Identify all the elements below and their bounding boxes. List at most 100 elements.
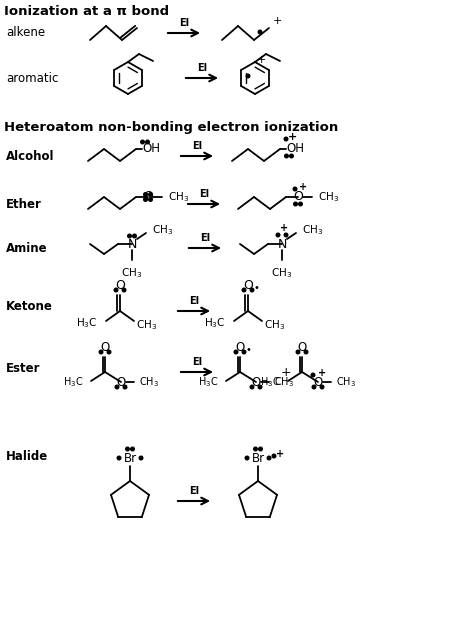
Text: H$_3$C: H$_3$C: [259, 375, 280, 389]
Text: H$_3$C: H$_3$C: [197, 375, 218, 389]
Text: CH$_3$: CH$_3$: [335, 375, 355, 389]
Circle shape: [122, 288, 125, 292]
Text: O: O: [235, 341, 244, 354]
Text: Br: Br: [251, 452, 264, 464]
Text: EI: EI: [189, 296, 199, 306]
Circle shape: [128, 234, 131, 238]
Text: Ether: Ether: [6, 198, 42, 211]
Circle shape: [311, 373, 314, 377]
Circle shape: [140, 140, 144, 144]
Circle shape: [139, 456, 142, 460]
Text: aromatic: aromatic: [6, 71, 58, 85]
Circle shape: [292, 187, 296, 191]
Text: CH$_3$: CH$_3$: [271, 266, 292, 280]
Text: H$_3$C: H$_3$C: [76, 316, 98, 330]
Text: CH$_3$: CH$_3$: [317, 190, 338, 204]
Circle shape: [257, 385, 261, 389]
Text: O: O: [116, 375, 125, 389]
Text: OH: OH: [285, 143, 303, 155]
Text: O: O: [292, 191, 302, 204]
Circle shape: [303, 350, 307, 354]
Text: EI: EI: [198, 189, 208, 199]
Text: •: •: [252, 283, 258, 293]
Circle shape: [319, 385, 323, 389]
Circle shape: [245, 456, 248, 460]
Circle shape: [148, 192, 152, 196]
Text: CH$_3$: CH$_3$: [151, 223, 173, 237]
Text: N: N: [127, 237, 136, 251]
Circle shape: [132, 234, 136, 238]
Circle shape: [284, 137, 287, 141]
Circle shape: [148, 198, 152, 201]
Circle shape: [267, 456, 270, 460]
Circle shape: [298, 202, 302, 206]
Circle shape: [250, 288, 253, 292]
Text: N: N: [277, 237, 286, 251]
Text: O: O: [143, 191, 152, 204]
Text: EI: EI: [196, 63, 207, 73]
Circle shape: [123, 385, 127, 389]
Text: O: O: [313, 375, 322, 389]
Text: Heteroatom non-bonding electron ionization: Heteroatom non-bonding electron ionizati…: [4, 121, 337, 134]
Text: O: O: [251, 375, 260, 389]
Text: O: O: [297, 341, 306, 354]
Text: alkene: alkene: [6, 27, 45, 40]
Text: Ketone: Ketone: [6, 300, 53, 312]
Circle shape: [275, 233, 279, 237]
Text: H$_3$C: H$_3$C: [62, 375, 83, 389]
Circle shape: [258, 447, 262, 451]
Text: +: +: [256, 55, 265, 65]
Text: EI: EI: [200, 233, 210, 243]
Circle shape: [114, 288, 118, 292]
Text: CH$_3$: CH$_3$: [168, 190, 189, 204]
Circle shape: [99, 350, 102, 354]
Circle shape: [257, 30, 261, 34]
Text: Halide: Halide: [6, 449, 48, 463]
Circle shape: [272, 454, 275, 458]
Text: O: O: [242, 279, 252, 292]
Circle shape: [296, 350, 299, 354]
Text: +: +: [280, 365, 291, 379]
Text: O: O: [100, 341, 109, 354]
Text: Ionization at a π bond: Ionization at a π bond: [4, 5, 169, 18]
Text: CH$_3$: CH$_3$: [263, 318, 285, 332]
Text: OH: OH: [142, 143, 160, 155]
Circle shape: [289, 154, 293, 158]
Text: EI: EI: [189, 486, 199, 496]
Circle shape: [125, 447, 129, 451]
Text: •: •: [245, 345, 251, 355]
Text: Alcohol: Alcohol: [6, 150, 54, 163]
Circle shape: [246, 74, 249, 78]
Circle shape: [146, 140, 149, 144]
Text: Ester: Ester: [6, 362, 40, 375]
Circle shape: [130, 447, 134, 451]
Circle shape: [253, 447, 257, 451]
Circle shape: [115, 385, 118, 389]
Circle shape: [143, 198, 147, 201]
Text: +: +: [288, 132, 297, 142]
Text: +: +: [275, 449, 284, 459]
Text: CH$_3$: CH$_3$: [139, 375, 159, 389]
Text: O: O: [115, 279, 125, 292]
Text: CH$_3$: CH$_3$: [302, 223, 323, 237]
Text: +: +: [298, 182, 307, 192]
Circle shape: [250, 385, 253, 389]
Circle shape: [234, 350, 237, 354]
Text: CH$_3$: CH$_3$: [136, 318, 157, 332]
Text: EI: EI: [191, 141, 202, 151]
Circle shape: [284, 233, 287, 237]
Circle shape: [293, 202, 297, 206]
Circle shape: [242, 350, 245, 354]
Text: Amine: Amine: [6, 242, 48, 254]
Text: H$_3$C: H$_3$C: [204, 316, 225, 330]
Text: CH$_3$: CH$_3$: [121, 266, 142, 280]
Circle shape: [242, 288, 245, 292]
Text: EI: EI: [179, 18, 189, 28]
Circle shape: [117, 456, 121, 460]
Circle shape: [107, 350, 111, 354]
Circle shape: [284, 154, 288, 158]
Text: +: +: [280, 223, 287, 233]
Text: Br: Br: [123, 452, 136, 464]
Text: EI: EI: [191, 357, 202, 367]
Text: +: +: [317, 368, 325, 378]
